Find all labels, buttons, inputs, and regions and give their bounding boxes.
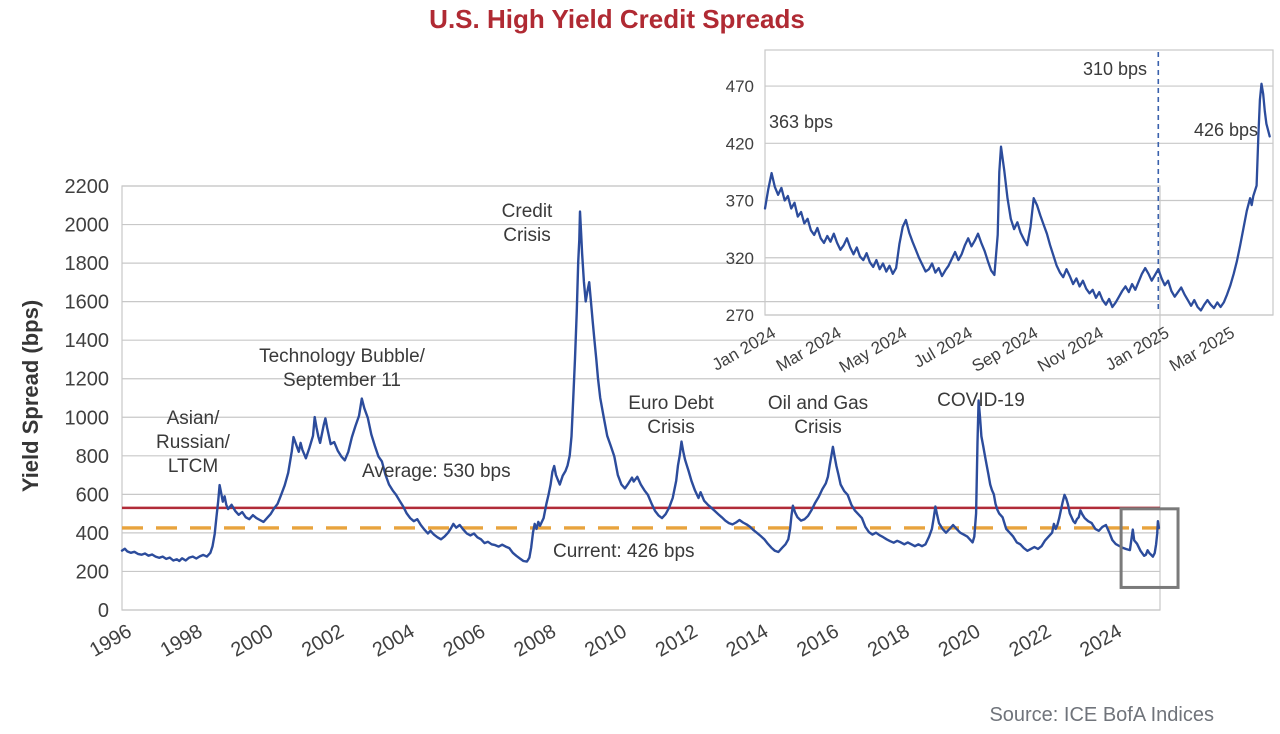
main-y-tick-label: 2200 (65, 176, 110, 198)
main-y-tick-label: 600 (76, 484, 109, 506)
main-x-tick-label: 2008 (510, 620, 560, 661)
main-y-tick-label: 1200 (65, 369, 110, 391)
average-line-label: Average: 530 bps (362, 461, 511, 482)
inset-x-tick-label: Jan 2024 (709, 323, 779, 374)
source-credit: Source: ICE BofA Indices (989, 704, 1214, 726)
main-x-tick-label: 1998 (157, 620, 207, 661)
main-y-tick-label: 1800 (65, 253, 110, 275)
main-x-tick-label: 2020 (935, 620, 985, 661)
inset-x-tick-label: Mar 2024 (773, 323, 845, 375)
main-x-tick-label: 1996 (86, 620, 136, 661)
annotation-technology-bubble: Technology Bubble/ September 11 (259, 346, 425, 391)
inset-end-value-label: 426 bps (1193, 120, 1258, 140)
main-y-tick-label: 1600 (65, 292, 110, 314)
main-x-tick-label: 2016 (793, 620, 843, 661)
inset-y-tick-label: 320 (726, 249, 754, 268)
y-axis-title: Yield Spread (bps) (18, 299, 43, 493)
inset-y-tick-label: 370 (726, 192, 754, 211)
main-y-tick-label: 400 (76, 523, 109, 545)
main-x-tick-label: 2022 (1005, 620, 1055, 661)
main-x-tick-label: 2006 (440, 620, 490, 661)
inset-y-tick-label: 420 (726, 134, 754, 153)
main-y-tick-label: 0 (98, 600, 109, 622)
main-x-tick-label: 2024 (1076, 620, 1126, 661)
inset-x-tick-label: Mar 2025 (1166, 323, 1238, 375)
inset-y-tick-label: 470 (726, 77, 754, 96)
inset-spread-series (763, 82, 1271, 312)
inset-x-tick-label: Jan 2025 (1102, 323, 1172, 374)
main-plot-border (121, 185, 1161, 611)
main-y-tick-label: 200 (76, 561, 109, 583)
main-x-tick-label: 2010 (581, 620, 631, 661)
annotation-covid-19: COVID-19 (937, 390, 1025, 411)
annotation-euro-debt-crisis: Euro Debt Crisis (628, 393, 714, 438)
inset-plot-border (764, 49, 1274, 316)
inset-x-tick-label: May 2024 (836, 323, 910, 377)
main-y-tick-label: 1400 (65, 330, 110, 352)
current-line-label: Current: 426 bps (553, 541, 695, 562)
annotation-credit-crisis: Credit Crisis (501, 201, 553, 246)
page-title: U.S. High Yield Credit Spreads (429, 4, 805, 34)
main-x-tick-label: 2018 (864, 620, 914, 661)
main-x-tick-label: 2012 (652, 620, 702, 661)
recent-period-highlight-box (1119, 507, 1180, 589)
inset-low-value-label: 310 bps (1082, 59, 1147, 79)
main-x-tick-label: 2002 (298, 620, 348, 661)
main-y-tick-label: 2000 (65, 215, 110, 237)
main-spread-series (120, 210, 1161, 563)
main-y-tick-label: 800 (76, 446, 109, 468)
main-x-tick-label: 2000 (227, 620, 277, 661)
main-x-tick-label: 2004 (369, 620, 419, 661)
inset-x-tick-label: Nov 2024 (1034, 323, 1107, 376)
inset-x-tick-label: Sep 2024 (969, 323, 1042, 376)
main-x-tick-label: 2014 (723, 620, 773, 661)
inset-y-tick-label: 270 (726, 306, 754, 325)
annotation-asian-russian-ltcm: Asian/ Russian/ LTCM (156, 408, 230, 477)
annotation-oil-gas-crisis: Oil and Gas Crisis (767, 393, 869, 438)
inset-start-value-label: 363 bps (769, 112, 834, 132)
main-y-tick-label: 1000 (65, 407, 110, 429)
inset-x-tick-label: Jul 2024 (910, 323, 975, 372)
